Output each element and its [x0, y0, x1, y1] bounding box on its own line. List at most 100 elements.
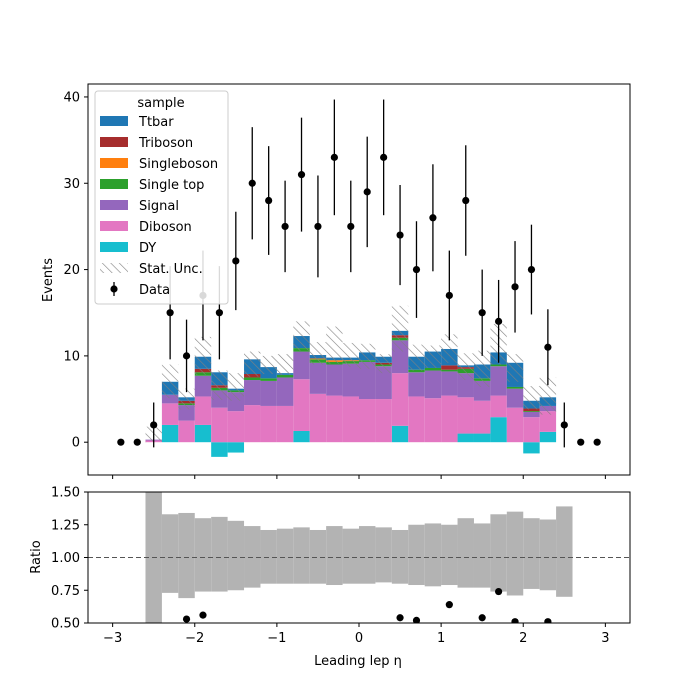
bar-diboson	[457, 397, 474, 434]
data-point	[462, 196, 470, 205]
stat-unc-bin	[523, 386, 540, 410]
stat-uncertainty-band	[145, 305, 557, 443]
data-point	[527, 265, 536, 274]
ratio-point	[396, 614, 404, 622]
ratio-point	[511, 618, 519, 623]
ratio-point	[544, 618, 552, 623]
bar-single-top	[441, 369, 458, 372]
stat-unc-bin	[457, 353, 474, 381]
bar-signal	[359, 361, 376, 400]
bar-dy	[490, 417, 507, 443]
ratio-band-bin	[211, 516, 228, 592]
legend: sample Ttbar Triboson Singleboson Single to…	[94, 90, 229, 305]
data-point	[347, 222, 355, 231]
bar-diboson	[342, 396, 359, 443]
data-point	[396, 231, 404, 239]
bar-signal	[194, 375, 212, 397]
bar-signal	[490, 366, 507, 396]
data-point	[297, 171, 306, 179]
stat-unc-bin	[276, 354, 294, 375]
stat-unc-bin	[326, 326, 343, 364]
bar-diboson	[161, 403, 179, 425]
ratio-band-bin	[326, 526, 343, 586]
y-tick-label: 40	[63, 90, 80, 105]
stat-unc-bin	[244, 351, 261, 377]
stat-unc-bin	[309, 342, 327, 365]
legend-label-singleboson: Singleboson	[139, 157, 218, 172]
data-point	[544, 343, 552, 351]
bar-triboson	[523, 408, 540, 412]
stat-unc-bin	[161, 364, 179, 399]
stat-unc-bin	[359, 343, 376, 369]
ratio-point	[412, 616, 421, 623]
bar-diboson	[490, 395, 507, 418]
data-point	[248, 179, 256, 187]
stat-unc-bin	[211, 370, 228, 400]
bar-single-top	[490, 364, 507, 367]
legend-label-diboson: Diboson	[139, 220, 192, 235]
bar-dy	[194, 424, 212, 443]
legend-label-signal: Signal	[139, 199, 179, 214]
bar-diboson	[211, 407, 228, 443]
legend-swatch-ttbar	[100, 116, 128, 126]
main-x-axis-ticks	[112, 475, 606, 479]
ratio-point	[445, 601, 453, 609]
bar-signal	[293, 351, 310, 380]
ratio-band-bin	[342, 528, 359, 584]
ratio-band-bin	[556, 506, 573, 597]
legend-swatch-triboson	[100, 137, 128, 147]
y-tick-label: 0	[72, 436, 80, 451]
bar-diboson	[276, 405, 294, 443]
ratio-band-bin	[276, 528, 294, 584]
bar-diboson	[506, 407, 524, 443]
ratio-y-axis: 0.50 0.75 1.00 1.25 1.50	[51, 486, 88, 632]
ratio-band-bin	[391, 529, 409, 584]
ratio-band-bin	[359, 526, 376, 584]
main-panel: 0 10 20 30 40 Events	[41, 83, 631, 479]
data-point	[314, 222, 322, 231]
ratio-points	[182, 587, 552, 623]
data-point	[150, 421, 158, 429]
data-point	[166, 309, 174, 317]
bar-signal	[260, 380, 277, 406]
ratio-band-bin	[227, 520, 245, 591]
data-point	[445, 291, 453, 300]
bar-diboson	[244, 405, 261, 443]
data-point	[133, 438, 141, 446]
legend-label-stat-unc: Stat. Unc.	[139, 262, 203, 277]
ratio-panel: 0.50 0.75 1.00 1.25 1.50 −3 −2 −1 0 1 2 3 Ratio Le…	[29, 486, 631, 669]
data-point	[478, 309, 486, 317]
data-point	[560, 421, 568, 429]
ratio-point	[182, 615, 191, 623]
bar-signal	[244, 380, 261, 406]
bar-single-top	[506, 386, 524, 389]
bar-signal	[161, 394, 179, 404]
data-point	[577, 438, 585, 446]
ratio-band-bin	[178, 512, 195, 599]
ratio-band-bin	[309, 529, 327, 584]
legend-label-data: Data	[139, 283, 170, 298]
data-point	[330, 153, 338, 161]
y-tick-label: 30	[63, 177, 80, 192]
ratio-uncertainty-band	[145, 492, 573, 623]
ratio-band-bin	[424, 523, 442, 587]
bar-triboson	[441, 365, 458, 370]
legend-swatch-singleboson	[100, 158, 128, 168]
bar-diboson	[391, 373, 409, 426]
stat-unc-bin	[260, 355, 277, 375]
y-tick-label: 1.00	[51, 551, 80, 566]
y-tick-label: 10	[63, 349, 80, 364]
data-point	[182, 352, 191, 360]
bar-diboson	[408, 396, 425, 443]
data-point	[232, 257, 240, 265]
bar-diboson	[473, 400, 491, 434]
stat-unc-bin	[194, 336, 212, 375]
bar-diboson	[194, 396, 212, 425]
bar-dy	[473, 433, 491, 443]
legend-label-ttbar: Ttbar	[138, 115, 174, 130]
bar-diboson	[359, 399, 376, 443]
bar-signal	[375, 366, 392, 400]
data-point	[593, 438, 601, 446]
data-points	[117, 99, 601, 448]
